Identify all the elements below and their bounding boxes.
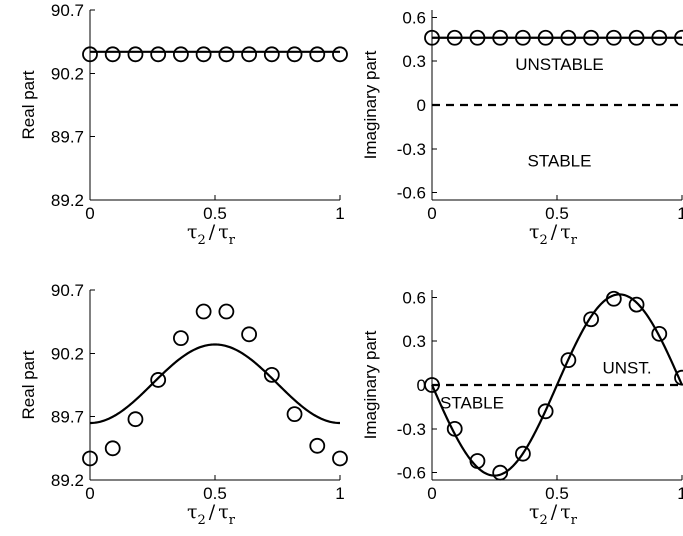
y-axis-label: Real part [19,70,38,139]
x-tick-label: 0.5 [545,484,569,503]
data-point-marker [172,330,189,347]
y-tick-label: -0.6 [397,184,426,203]
data-point-marker [605,290,622,307]
data-point-marker [218,46,235,63]
y-axis-label: Real part [19,350,38,419]
data-point-marker [469,29,486,46]
data-point-marker [560,29,577,46]
data-point-marker [446,420,463,437]
x-tick-label: 1 [677,484,683,503]
y-tick-label: 90.2 [51,344,84,363]
data-point-marker [286,46,303,63]
y-tick-label: -0.6 [397,464,426,483]
x-tick-label: 0.5 [545,204,569,223]
data-point-marker [195,303,212,320]
data-point-marker [651,29,668,46]
data-point-marker [492,29,509,46]
data-point-marker [127,46,144,63]
data-point-marker [446,29,463,46]
y-tick-label: 89.2 [51,471,84,490]
data-point-marker [332,46,348,63]
data-point-marker [628,296,645,313]
y-tick-label: 90.7 [51,281,84,300]
y-tick-label: 89.7 [51,128,84,147]
x-axis-label: τ2/τr [187,501,236,528]
data-point-marker [560,352,577,369]
region-annotation: UNSTABLE [515,55,604,74]
data-point-marker [651,325,668,342]
data-point-marker [537,29,554,46]
data-point-marker [82,450,98,467]
x-axis-label: τ2/τr [529,221,578,248]
y-tick-label: 89.7 [51,408,84,427]
data-point-marker [150,46,167,63]
region-annotation: UNST. [602,358,651,377]
y-tick-label: -0.3 [397,420,426,439]
y-axis-label: Imaginary part [361,50,380,159]
chart-panel-bottom-right: -0.6 -0.3 0 0.3 0.6 0 0.5 1 Imaginary part τ2/τr U… [361,288,683,528]
data-point-marker [195,46,212,63]
y-tick-label: 0.6 [402,288,426,307]
region-annotation: STABLE [528,152,592,171]
x-tick-label: 0 [85,484,94,503]
x-axis-label: τ2/τr [529,501,578,528]
data-point-marker [469,453,486,469]
data-point-marker [218,303,235,320]
data-point-marker [537,403,554,420]
analytic-curve [89,343,341,425]
data-point-marker [583,311,599,328]
data-point-marker [309,46,326,63]
data-point-marker [241,46,258,63]
data-point-marker [515,29,531,46]
data-point-marker [605,29,622,46]
y-tick-label: 89.2 [51,191,84,210]
y-tick-label: 90.2 [51,64,84,83]
data-point-marker [263,366,280,383]
data-point-marker [424,29,440,46]
analytic-curve [430,293,683,477]
x-tick-label: 0.5 [203,484,227,503]
x-tick-label: 0 [427,204,436,223]
x-tick-label: 1 [677,204,683,223]
data-point-marker [241,326,258,343]
chart-panel-top-right: -0.6 -0.3 0 0.3 0.6 0 0.5 1 Imaginary part τ2/τr U… [361,8,683,248]
chart-panel-top-left: 89.2 89.7 90.2 90.7 0 0.5 1 Real part τ2/τr [19,1,348,248]
region-annotation: STABLE [440,394,504,413]
data-point-marker [127,411,144,428]
x-tick-label: 0.5 [203,204,227,223]
y-tick-label: 0.6 [402,8,426,27]
data-point-marker [172,46,189,63]
data-point-marker [263,46,280,63]
y-tick-label: 0.3 [402,52,426,71]
x-tick-label: 0 [85,204,94,223]
x-tick-label: 1 [335,204,344,223]
x-tick-label: 0 [427,484,436,503]
y-axis-label: Imaginary part [361,330,380,439]
data-point-marker [104,440,121,457]
data-point-marker [674,369,683,386]
data-point-marker [515,445,531,462]
data-point-marker [286,406,303,423]
x-axis-label: τ2/τr [187,221,236,248]
y-tick-label: 0 [417,376,426,395]
chart-panel-bottom-left: 89.2 89.7 90.2 90.7 0 0.5 1 Real part τ2/τr [19,281,348,528]
data-point-marker [674,29,683,46]
y-tick-label: 0.3 [402,332,426,351]
data-point-marker [309,437,326,454]
data-point-marker [628,29,645,46]
x-tick-label: 1 [335,484,344,503]
data-point-marker [332,450,348,467]
data-point-marker [424,377,440,393]
data-point-marker [150,372,167,388]
data-point-marker [492,464,509,481]
y-tick-label: 90.7 [51,1,84,20]
data-point-marker [82,46,98,63]
y-tick-label: 0 [417,96,426,115]
data-point-marker [583,29,599,46]
y-tick-label: -0.3 [397,140,426,159]
data-point-marker [104,46,121,63]
